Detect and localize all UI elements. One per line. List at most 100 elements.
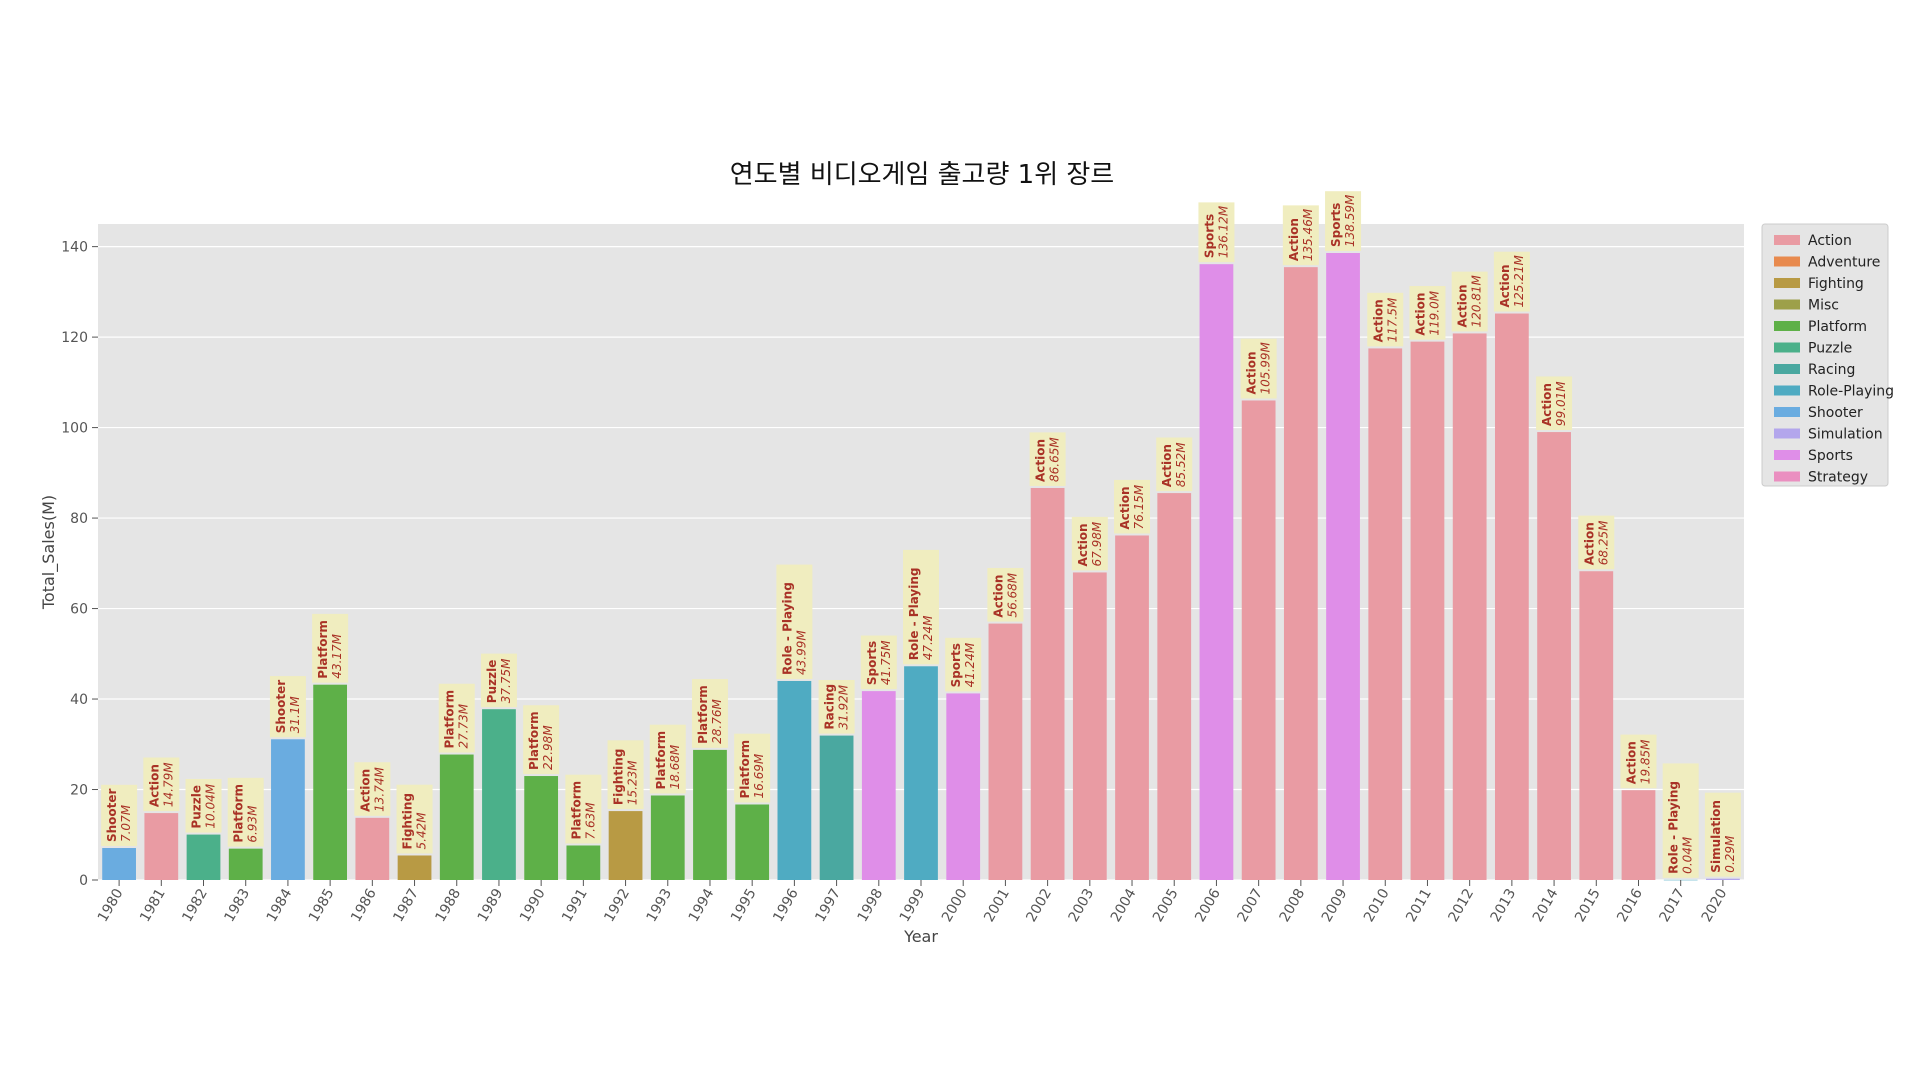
bar bbox=[1452, 333, 1487, 880]
data-label-box bbox=[312, 613, 349, 683]
data-label-genre: Action bbox=[1371, 299, 1385, 342]
x-tick-label: 2016 bbox=[1614, 886, 1646, 925]
data-label-value: 56.68M bbox=[1005, 572, 1019, 617]
data-label-genre: Action bbox=[1160, 444, 1174, 487]
legend-box bbox=[1761, 223, 1889, 487]
bar bbox=[1494, 313, 1529, 880]
x-tick-label: 1989 bbox=[475, 886, 507, 925]
legend-swatch bbox=[1774, 278, 1800, 288]
x-tick-label: 1994 bbox=[686, 886, 718, 925]
legend-swatch bbox=[1774, 256, 1800, 267]
data-label-value: 105.99M bbox=[1259, 341, 1273, 394]
data-label-box bbox=[860, 635, 897, 690]
data-label-genre: Racing bbox=[823, 684, 837, 730]
data-label-value: 7.07M bbox=[119, 804, 133, 842]
data-label-value: 6.93M bbox=[246, 805, 260, 843]
data-label-value: 18.68M bbox=[668, 744, 682, 789]
x-axis: 1980 1981 1982 1983 1984 1985 1986 1987 1988 1989… bbox=[95, 880, 1730, 925]
data-label-value: 15.23M bbox=[626, 760, 640, 805]
data-label-box bbox=[354, 762, 391, 816]
data-label: Platform 18.68M bbox=[654, 731, 682, 790]
data-label-genre: Action bbox=[358, 769, 372, 812]
x-tick-label: 2001 bbox=[981, 886, 1013, 925]
x-axis-label: Year bbox=[903, 927, 938, 946]
bar bbox=[735, 804, 770, 880]
bar bbox=[313, 684, 348, 880]
x-tick-label: 2014 bbox=[1530, 886, 1562, 925]
data-label-genre: Action bbox=[991, 575, 1005, 618]
data-label: Action 120.81M bbox=[1456, 274, 1484, 327]
legend-swatch bbox=[1774, 235, 1800, 245]
bars bbox=[102, 252, 1740, 881]
x-tick-label: 2008 bbox=[1277, 886, 1309, 925]
data-label: Action 85.52M bbox=[1160, 442, 1188, 487]
x-tick-label: 1996 bbox=[770, 886, 802, 925]
bar bbox=[1368, 348, 1403, 880]
data-label-box bbox=[1578, 515, 1615, 570]
data-label-genre: Fighting bbox=[612, 749, 626, 805]
data-label: Action 67.98M bbox=[1076, 521, 1104, 566]
data-label-value: 86.65M bbox=[1048, 437, 1062, 482]
data-label-genre: Action bbox=[1540, 383, 1554, 426]
data-label: Puzzle 37.75M bbox=[485, 658, 513, 703]
legend-label: Sports bbox=[1808, 448, 1853, 464]
legend-swatch bbox=[1774, 299, 1800, 310]
data-label-value: 119.0M bbox=[1427, 290, 1441, 335]
data-label-genre: Action bbox=[1498, 264, 1512, 307]
data-label-box bbox=[438, 683, 475, 753]
data-label: Action 135.46M bbox=[1287, 208, 1315, 261]
y-tick-label: 20 bbox=[70, 783, 88, 799]
x-tick-label: 2013 bbox=[1488, 886, 1520, 925]
data-label: Action 117.5M bbox=[1371, 297, 1399, 342]
data-label-box bbox=[523, 705, 560, 775]
data-label: Sports 138.59M bbox=[1329, 194, 1357, 247]
data-label-box bbox=[1029, 432, 1066, 486]
bar bbox=[777, 680, 812, 880]
data-label-genre: Platform bbox=[443, 690, 457, 749]
bar bbox=[1241, 400, 1276, 880]
data-label: Action 105.99M bbox=[1245, 341, 1273, 394]
legend-label: Adventure bbox=[1808, 255, 1880, 271]
data-label: Sports 136.12M bbox=[1202, 205, 1230, 258]
data-label-box bbox=[1704, 792, 1741, 877]
legend-swatch bbox=[1774, 471, 1800, 482]
data-label-value: 99.01M bbox=[1554, 381, 1568, 426]
bar bbox=[1537, 432, 1571, 880]
bar bbox=[1157, 493, 1192, 880]
y-tick-label: 140 bbox=[61, 240, 88, 256]
data-label-box bbox=[1536, 376, 1573, 431]
data-label-box bbox=[1451, 271, 1488, 332]
y-tick-label: 40 bbox=[70, 692, 88, 708]
y-tick-label: 60 bbox=[70, 602, 88, 618]
data-label-box bbox=[691, 679, 728, 748]
data-label-value: 135.46M bbox=[1301, 208, 1315, 261]
data-label-genre: Action bbox=[1118, 486, 1132, 529]
x-tick-label: 1985 bbox=[306, 886, 338, 925]
data-label-genre: Puzzle bbox=[190, 785, 204, 829]
data-label-genre: Role - Playing bbox=[1667, 781, 1681, 874]
data-label-box bbox=[903, 549, 939, 665]
bar bbox=[228, 848, 263, 880]
data-label: Action 13.74M bbox=[358, 766, 386, 811]
data-label-genre: Role - Playing bbox=[907, 567, 921, 660]
data-label-value: 41.24M bbox=[963, 642, 977, 687]
data-label-value: 68.25M bbox=[1596, 520, 1610, 565]
chart-title: 연도별 비디오게임 출고량 1위 장르 bbox=[730, 160, 1114, 190]
bar bbox=[482, 709, 516, 880]
data-label-genre: Action bbox=[1456, 284, 1470, 327]
data-label-genre: Shooter bbox=[274, 680, 288, 734]
data-label: Role - Playing 43.99M bbox=[780, 582, 808, 675]
data-label: Sports 41.24M bbox=[949, 642, 977, 687]
y-tick-label: 0 bbox=[79, 873, 88, 889]
bar bbox=[1579, 571, 1614, 880]
data-label-box bbox=[1325, 191, 1362, 251]
data-label-value: 136.12M bbox=[1216, 205, 1230, 258]
data-label-value: 47.24M bbox=[921, 615, 935, 660]
x-tick-label: 2011 bbox=[1403, 886, 1435, 925]
legend-label: Fighting bbox=[1808, 276, 1864, 292]
legend-swatch bbox=[1774, 407, 1800, 417]
data-label-genre: Platform bbox=[569, 781, 583, 840]
data-label: Platform 28.76M bbox=[696, 685, 724, 744]
bar bbox=[102, 848, 136, 880]
data-label-genre: Action bbox=[1034, 439, 1048, 482]
